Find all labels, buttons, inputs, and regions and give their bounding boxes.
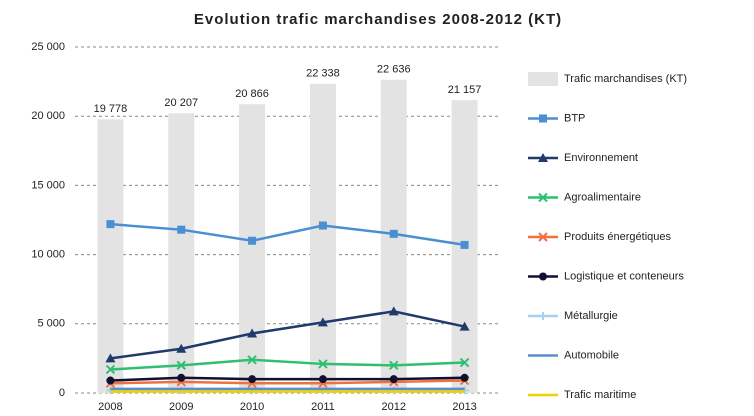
legend-label: Agroalimentaire (564, 191, 641, 203)
marker (105, 353, 116, 363)
marker (460, 240, 469, 249)
marker (318, 375, 327, 384)
data-label: 19 778 (94, 103, 128, 115)
marker (539, 114, 547, 123)
marker (389, 386, 398, 395)
y-tick-label: 25 000 (31, 41, 65, 53)
marker (177, 225, 186, 234)
x-tick-label: 2011 (311, 401, 335, 413)
y-tick-label: 5 000 (37, 318, 65, 330)
legend-item: Environnement (528, 152, 638, 164)
marker (539, 312, 547, 320)
legend-label: Trafic maritime (564, 389, 636, 401)
legend-item: Trafic marchandises (KT) (528, 72, 687, 86)
marker (389, 360, 399, 371)
x-tick-label: 2013 (452, 401, 476, 413)
marker (539, 272, 547, 281)
data-label: 21 157 (448, 84, 482, 96)
marker (538, 232, 548, 242)
marker (105, 364, 116, 375)
bar (239, 104, 266, 393)
marker (318, 359, 328, 369)
bar (97, 119, 124, 394)
marker (318, 386, 327, 395)
data-label: 20 866 (235, 88, 269, 100)
y-tick-label: 0 (59, 387, 65, 399)
line (110, 379, 465, 385)
marker (459, 321, 470, 331)
marker (247, 355, 257, 365)
marker (248, 236, 257, 245)
marker (459, 357, 470, 368)
marker (248, 375, 257, 384)
chart-title: Evolution trafic marchandises 2008-2012 … (194, 11, 562, 28)
legend-item: Logistique et conteneurs (528, 270, 684, 282)
data-label: 20 207 (164, 97, 198, 109)
legend-item: Automobile (528, 349, 619, 361)
marker (317, 317, 328, 327)
legend-label: Logistique et conteneurs (564, 270, 684, 282)
marker (176, 343, 187, 353)
marker (106, 386, 115, 395)
legend-item: Trafic maritime (528, 389, 636, 401)
y-tick-label: 15 000 (31, 179, 65, 191)
legend-item: Produits énergétiques (528, 231, 672, 243)
x-tick-label: 2008 (98, 401, 122, 413)
marker (177, 373, 186, 382)
legend-item: BTP (528, 112, 585, 124)
legend-swatch (528, 72, 558, 86)
marker (177, 386, 186, 395)
line (110, 222, 465, 247)
legend-item: Agroalimentaire (528, 191, 641, 203)
legend-label: Produits énergétiques (564, 231, 672, 243)
x-tick-label: 2009 (169, 401, 193, 413)
legend-label: BTP (564, 112, 585, 124)
legend-label: Automobile (564, 349, 619, 361)
line (110, 376, 465, 382)
x-tick-label: 2012 (382, 401, 406, 413)
marker (388, 306, 399, 316)
y-tick-label: 10 000 (31, 249, 65, 261)
marker (538, 153, 548, 162)
marker (460, 373, 469, 382)
marker (460, 386, 469, 395)
legend-label: Trafic marchandises (KT) (564, 73, 687, 85)
marker (106, 376, 115, 385)
marker (106, 220, 115, 229)
data-label: 22 636 (377, 64, 411, 76)
line (110, 310, 465, 360)
y-tick-label: 20 000 (31, 110, 65, 122)
x-tick-label: 2010 (240, 401, 264, 413)
legend-label: Métallurgie (564, 310, 618, 322)
marker (389, 375, 398, 384)
marker (176, 360, 186, 371)
legend-label: Environnement (564, 152, 638, 164)
marker (318, 221, 327, 230)
legend-item: Métallurgie (528, 310, 618, 322)
marker (389, 229, 398, 238)
marker (247, 328, 258, 338)
marker (538, 192, 548, 203)
line (110, 358, 465, 371)
bar (309, 83, 336, 394)
data-label: 22 338 (306, 68, 340, 80)
marker (248, 386, 257, 395)
